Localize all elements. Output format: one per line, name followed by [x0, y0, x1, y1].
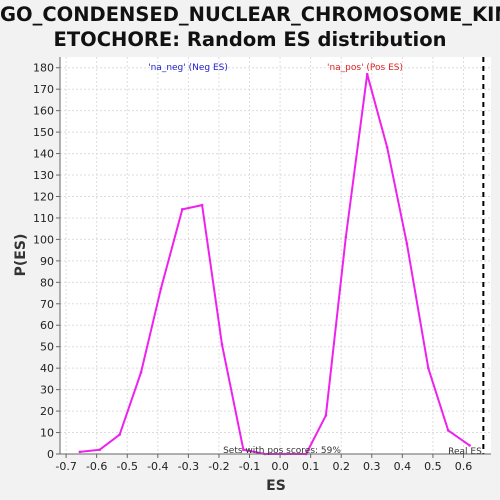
y-tick-label: 150: [33, 126, 54, 139]
y-tick-label: 80: [40, 276, 54, 289]
y-tick-label: 50: [40, 341, 54, 354]
data-point: [78, 450, 82, 454]
x-tick-label: 0.4: [394, 460, 412, 473]
pos-es-label: 'na_pos' (Pos ES): [327, 63, 403, 73]
pos-scores-annotation: Sets with pos scores: 59%: [223, 446, 341, 456]
chart-title-line-1: GO_CONDENSED_NUCLEAR_CHROMOSOME_KIN: [0, 3, 500, 26]
data-point: [468, 444, 471, 447]
data-point: [365, 72, 369, 76]
data-point: [118, 433, 121, 436]
y-tick-label: 110: [33, 212, 54, 225]
y-tick-label: 40: [40, 362, 54, 375]
y-ticks: 0 10 20 30 40 50 60 70 80 90 100 110 120 130 140 150 160…: [33, 62, 60, 461]
data-point: [344, 235, 348, 239]
data-point: [405, 242, 409, 245]
data-point: [427, 366, 430, 370]
x-ticks: -0.7 -0.6 -0.5 -0.4 -0.3 -0.2 -0.1 0.0 0.1 0.2 0.3…: [55, 454, 472, 473]
data-point: [324, 414, 328, 417]
y-tick-label: 70: [40, 298, 54, 311]
y-tick-label: 180: [33, 62, 54, 75]
x-tick-label: -0.2: [208, 460, 229, 473]
x-tick-label: -0.3: [178, 460, 199, 473]
x-tick-label: -0.5: [117, 460, 138, 473]
x-tick-label: -0.4: [147, 460, 168, 473]
y-tick-label: 20: [40, 405, 54, 418]
y-tick-label: 170: [33, 83, 54, 96]
x-tick-label: 0.1: [302, 460, 320, 473]
y-tick-label: 30: [40, 384, 54, 397]
y-tick-label: 140: [33, 148, 54, 161]
y-tick-label: 100: [33, 233, 54, 246]
chart-title-line-2: ETOCHORE: Random ES distribution: [53, 28, 447, 51]
y-axis-label: P(ES): [13, 234, 29, 277]
x-tick-label: 0.6: [455, 460, 473, 473]
chart-title: GO_CONDENSED_NUCLEAR_CHROMOSOME_KIN ETOC…: [0, 2, 500, 52]
data-point: [98, 448, 102, 452]
data-point: [242, 448, 245, 452]
y-tick-label: 130: [33, 169, 54, 182]
data-point: [200, 203, 204, 207]
data-point: [180, 208, 184, 211]
x-tick-label: 0.5: [424, 460, 442, 473]
x-tick-label: 0.2: [332, 460, 350, 473]
data-point: [220, 343, 224, 346]
y-tick-label: 60: [40, 319, 54, 332]
x-tick-label: -0.1: [239, 460, 260, 473]
data-point: [385, 145, 389, 149]
y-tick-label: 160: [33, 105, 54, 118]
x-tick-label: -0.6: [86, 460, 107, 473]
data-point: [139, 371, 143, 374]
neg-es-label: 'na_neg' (Neg ES): [148, 63, 228, 73]
y-tick-label: 120: [33, 190, 54, 203]
x-tick-label: 0.3: [363, 460, 381, 473]
y-tick-label: 90: [40, 255, 54, 268]
x-axis-label: ES: [266, 478, 286, 494]
y-tick-label: 0: [47, 448, 54, 461]
data-point: [159, 287, 163, 291]
real-es-label: Real ES: [448, 447, 482, 457]
y-tick-label: 10: [40, 427, 54, 440]
plot-background: [60, 57, 491, 454]
x-tick-label: -0.7: [55, 460, 76, 473]
data-point: [446, 429, 450, 432]
x-tick-label: 0.0: [271, 460, 289, 473]
